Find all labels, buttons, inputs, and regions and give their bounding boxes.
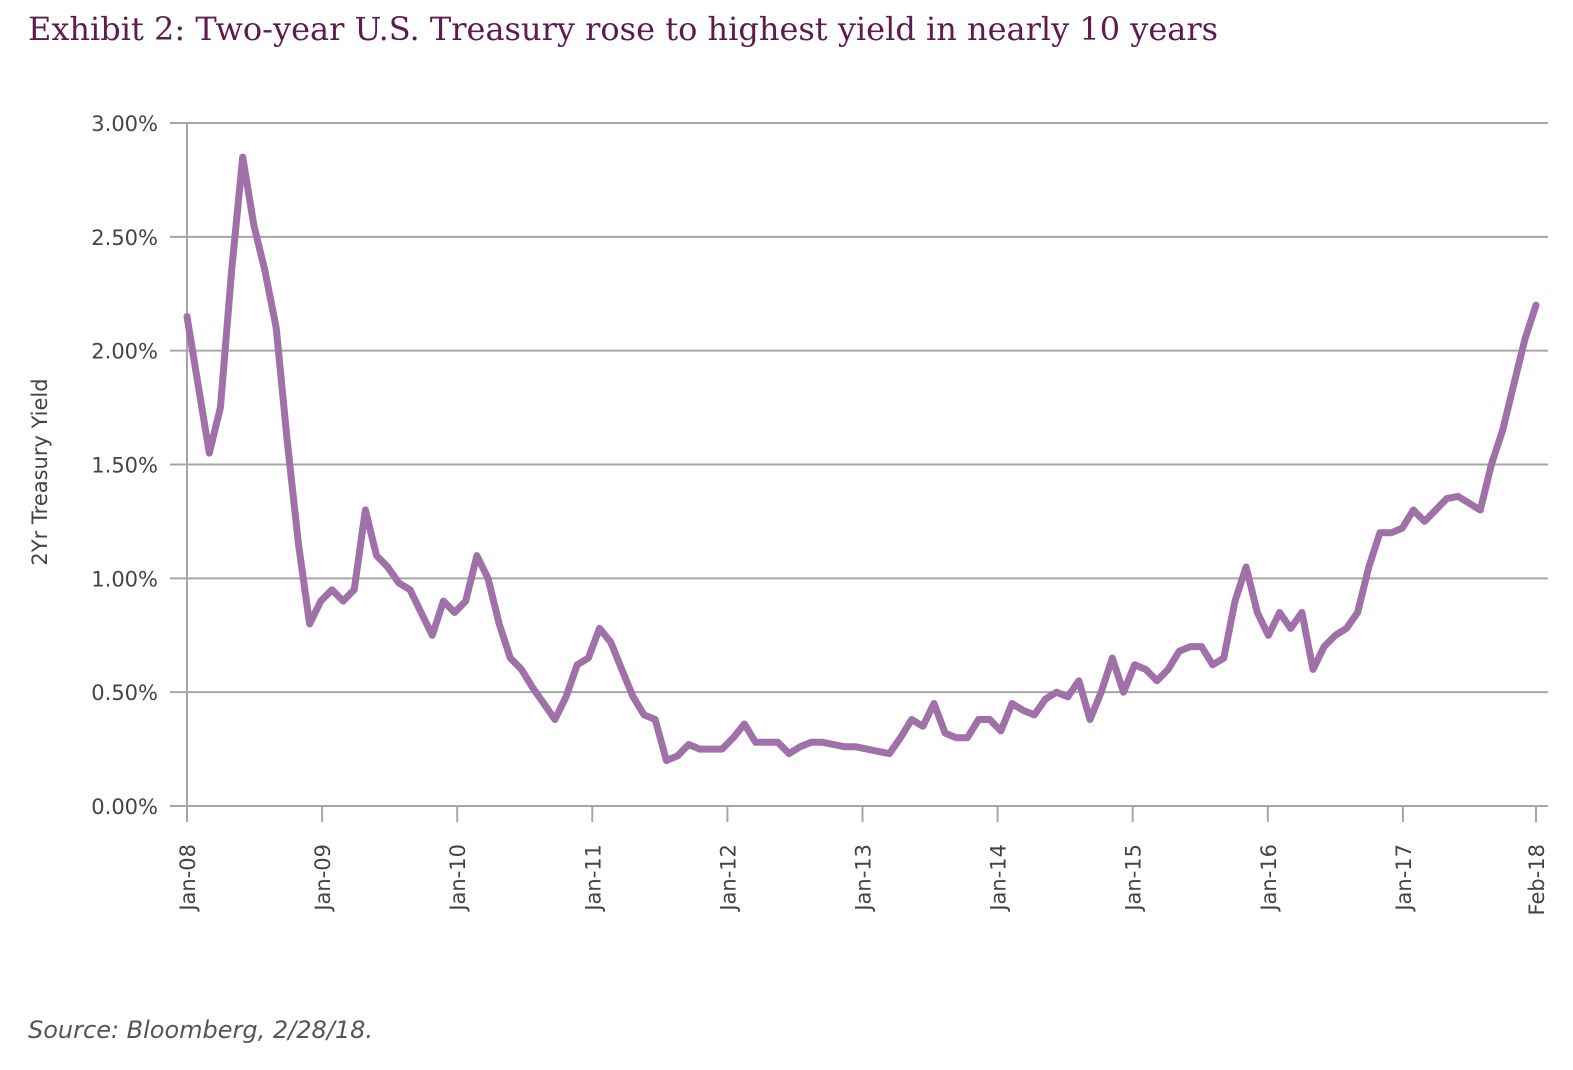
x-tick-label: Jan-11 [581, 844, 605, 913]
x-tick-label: Jan-13 [852, 844, 876, 913]
x-tick-label: Jan-10 [446, 844, 470, 913]
tick-labels: 0.00% 0.50% 1.00% 1.50% 2.00% 2.50% 3.00% Jan-0… [91, 112, 1549, 915]
x-tick-label: Jan-09 [311, 844, 335, 913]
x-tick-label: Jan-12 [716, 844, 740, 913]
x-tick-label: Jan-16 [1257, 844, 1281, 913]
x-tick-label: Jan-14 [987, 844, 1011, 913]
chart-title: Exhibit 2: Two-year U.S. Treasury rose t… [28, 10, 1219, 48]
axes [186, 123, 1537, 822]
x-tick-label: Feb-18 [1525, 844, 1549, 915]
y-tick-label: 1.50% [91, 454, 158, 478]
series-line [183, 153, 1540, 764]
y-tick-label: 0.50% [91, 681, 158, 705]
grid-lines [170, 122, 1548, 807]
source-note: Source: Bloomberg, 2/28/18. [28, 1016, 374, 1044]
y-tick-label: 0.00% [91, 795, 158, 819]
x-tick-label: Jan-15 [1122, 844, 1146, 913]
y-tick-label: 2.50% [91, 226, 158, 250]
x-tick-label: Jan-17 [1392, 844, 1416, 913]
x-tick-label: Jan-08 [176, 844, 200, 913]
y-tick-label: 1.00% [91, 567, 158, 591]
series-layer [183, 153, 1540, 764]
y-tick-label: 3.00% [91, 112, 158, 136]
y-tick-label: 2.00% [91, 340, 158, 364]
